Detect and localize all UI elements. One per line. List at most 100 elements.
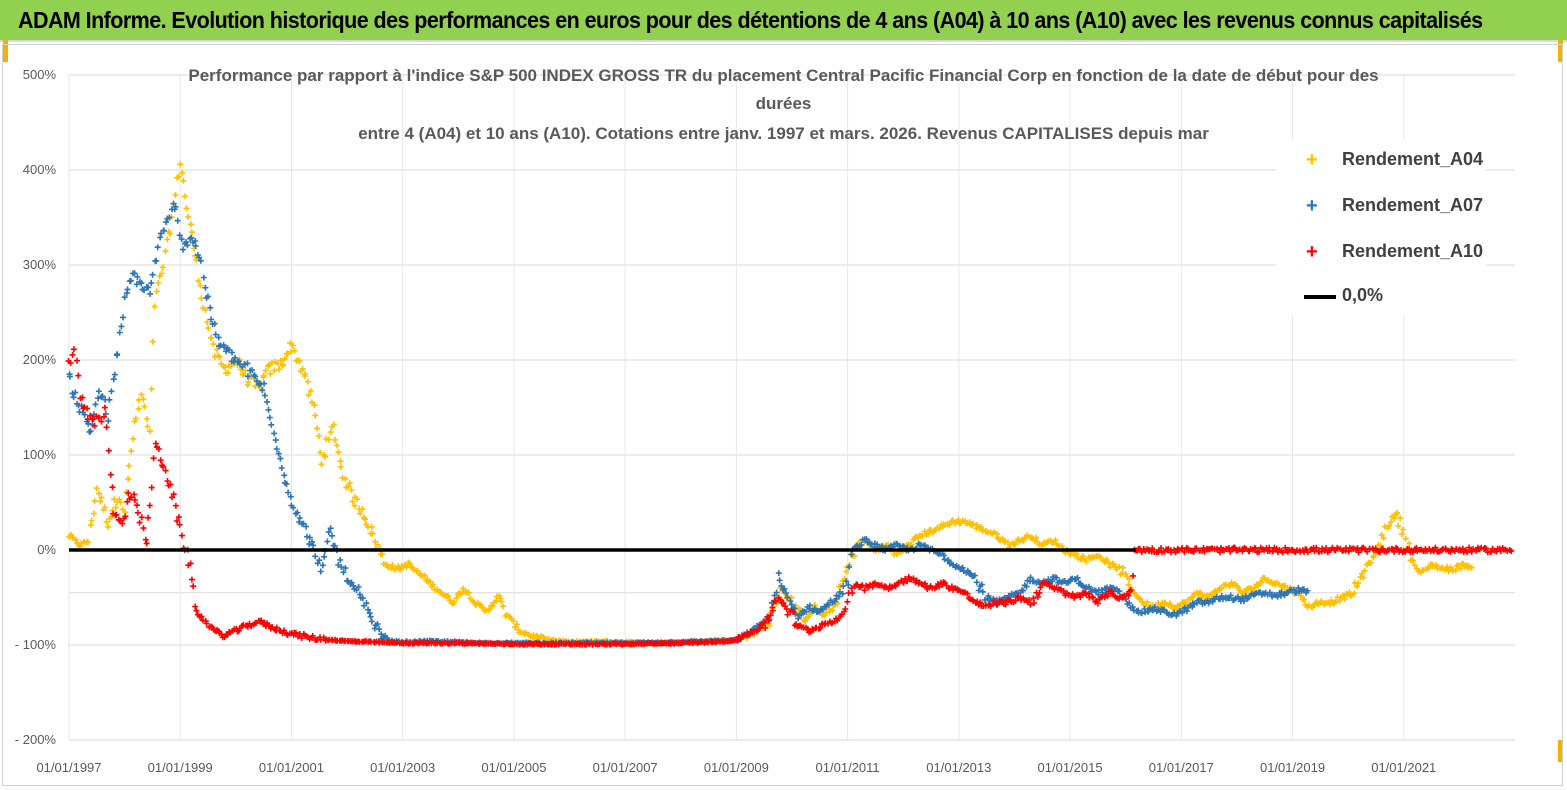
data-point (305, 392, 312, 399)
data-point (791, 605, 798, 612)
data-point (1313, 544, 1320, 551)
data-point (486, 606, 493, 613)
corner-marker-right-bottom (1558, 740, 1563, 762)
data-point (1255, 582, 1262, 589)
data-point (1129, 604, 1136, 610)
data-point (277, 357, 284, 364)
data-point (1413, 544, 1420, 551)
data-point (91, 498, 98, 505)
data-point (991, 598, 998, 605)
data-point (327, 429, 334, 436)
data-point (1034, 593, 1041, 600)
data-point (151, 303, 158, 310)
data-point (240, 371, 247, 378)
data-point (1034, 538, 1041, 545)
data-point (348, 579, 355, 586)
data-point (205, 325, 212, 332)
data-point (497, 595, 504, 602)
data-point (510, 617, 517, 624)
data-point (159, 264, 166, 271)
data-point (376, 626, 383, 633)
data-point (1345, 548, 1352, 555)
data-point (103, 424, 110, 431)
data-point (294, 509, 301, 516)
data-point (265, 406, 272, 413)
data-point (366, 610, 373, 617)
data-point (140, 525, 147, 532)
data-point (331, 542, 338, 549)
data-point (170, 491, 177, 498)
x-tick-label: 01/01/2021 (1371, 760, 1437, 775)
data-point (325, 529, 332, 536)
data-point (1301, 596, 1308, 603)
data-point (910, 575, 917, 582)
y-tick-label: 100% (22, 447, 56, 462)
data-point (970, 520, 977, 527)
data-point (153, 288, 160, 295)
data-point (1377, 542, 1384, 549)
data-point (183, 205, 190, 212)
data-point (244, 360, 251, 367)
data-point (1126, 576, 1133, 583)
data-point (849, 590, 856, 597)
data-point (1341, 596, 1348, 603)
data-point (72, 536, 79, 543)
data-point (135, 405, 142, 412)
data-point (498, 598, 505, 605)
legend-item-a04: + Rendement_A04 (1276, 148, 1496, 178)
data-point (1127, 586, 1134, 593)
legend-item-a07: + Rendement_A07 (1276, 194, 1496, 224)
data-point (342, 565, 349, 572)
data-point (125, 490, 132, 497)
data-point (259, 387, 266, 394)
data-point (337, 458, 344, 465)
data-point (1402, 535, 1409, 542)
data-point (1125, 592, 1132, 599)
data-point (190, 583, 197, 590)
data-point (460, 585, 467, 592)
data-point (1323, 545, 1329, 551)
data-point (172, 203, 179, 210)
data-point (339, 474, 346, 481)
legend-label-a07: Rendement_A07 (1342, 195, 1484, 215)
data-point (174, 217, 181, 224)
data-point (74, 357, 80, 364)
x-tick-label: 01/01/2015 (1037, 760, 1103, 775)
data-point (355, 584, 362, 590)
x-tick-label: 01/01/2001 (258, 760, 324, 775)
data-point (96, 490, 103, 497)
data-point (178, 236, 185, 243)
data-point (99, 393, 106, 400)
header-title: ADAM Informe. Evolution historique des p… (18, 7, 1483, 33)
data-point (91, 510, 97, 517)
data-point (948, 583, 955, 590)
data-point (318, 461, 325, 468)
data-point (955, 516, 962, 523)
data-point (289, 342, 296, 349)
data-point (268, 421, 275, 428)
data-point (769, 607, 776, 614)
data-point (863, 536, 870, 543)
data-point (283, 481, 290, 487)
data-point (143, 540, 150, 547)
data-point (132, 415, 139, 422)
data-point (1380, 534, 1387, 541)
data-point (254, 378, 260, 385)
data-point (150, 455, 157, 462)
data-point (369, 530, 376, 537)
data-point (174, 518, 180, 524)
y-tick-label: 500% (22, 67, 56, 82)
data-point (1151, 604, 1158, 610)
data-point (222, 364, 228, 371)
data-point (275, 450, 282, 457)
data-point (1109, 590, 1116, 597)
legend-label-zero: 0,0% (1342, 285, 1384, 305)
data-point (321, 553, 328, 560)
data-point (407, 560, 414, 567)
data-point (950, 517, 956, 524)
data-point (363, 600, 370, 607)
data-point (162, 248, 169, 255)
data-point (1020, 587, 1026, 594)
data-point (807, 602, 813, 609)
data-point (764, 613, 771, 620)
